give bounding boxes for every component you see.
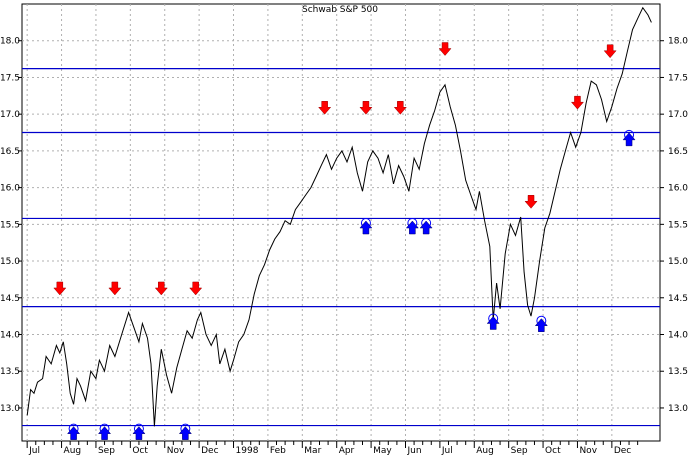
x-tick-label: Mar	[304, 446, 321, 456]
sell-arrow-icon	[108, 281, 122, 296]
y-tick-label-left: 13.0	[0, 404, 20, 414]
x-tick-label: Nov	[579, 446, 597, 456]
y-tick-label-right: 18.0	[668, 37, 688, 47]
price-line	[26, 6, 652, 427]
buy-arrow-icon	[67, 426, 81, 440]
buy-arrow-icon	[405, 220, 419, 235]
y-tick-label-right: 13.5	[668, 367, 688, 377]
x-tick-label: Apr	[339, 446, 355, 456]
x-tick-label: Feb	[270, 446, 286, 456]
x-tick-label: Oct	[545, 446, 561, 456]
y-tick-label-left: 17.0	[0, 110, 20, 120]
x-tick-label: Aug	[476, 446, 494, 456]
x-tick-label: Oct	[132, 446, 148, 456]
grid	[22, 4, 660, 441]
x-tick-label: Dec	[614, 446, 631, 456]
y-axis: 13.0 13.0 13.5 13.5 14.0 14.0 14.5 14.5 15.0 15.0…	[0, 37, 688, 414]
buy-arrow-icon	[486, 316, 500, 330]
y-tick-label-right: 14.0	[668, 331, 688, 341]
x-tick-label: 1998	[236, 446, 259, 456]
buy-arrow-icon	[419, 220, 433, 235]
y-tick-label-right: 16.0	[668, 184, 688, 194]
sell-arrow-icon	[189, 281, 203, 296]
buy-arrow-icon	[622, 132, 636, 147]
x-tick-label: Dec	[201, 446, 218, 456]
y-tick-label-left: 14.5	[0, 294, 20, 304]
price-series	[26, 6, 652, 427]
buy-arrow-icon	[98, 426, 112, 440]
x-tick-label: Nov	[167, 446, 185, 456]
sell-arrow-icon	[154, 281, 168, 296]
sell-arrow-icon	[438, 42, 452, 56]
y-tick-label-left: 16.0	[0, 184, 20, 194]
y-tick-label-right: 17.5	[668, 73, 688, 83]
x-tick-label: Jul	[441, 446, 453, 456]
y-tick-label-left: 16.5	[0, 147, 20, 157]
y-tick-label-left: 14.0	[0, 331, 20, 341]
y-tick-label-left: 13.5	[0, 367, 20, 377]
x-tick-label: Sep	[98, 446, 115, 456]
y-tick-label-right: 16.5	[668, 147, 688, 157]
x-tick-label: May	[373, 446, 392, 456]
x-tick-label: Jul	[28, 446, 40, 456]
buy-arrow-icon	[132, 426, 146, 440]
sell-arrow-icon	[524, 195, 538, 209]
sell-arrow-icon	[393, 101, 407, 115]
sell-arrow-icon	[359, 101, 373, 115]
y-tick-label-right: 13.0	[668, 404, 688, 414]
buy-arrow-icon	[534, 318, 548, 332]
y-tick-label-left: 15.0	[0, 257, 20, 267]
y-tick-label-right: 15.0	[668, 257, 688, 267]
y-tick-label-left: 17.5	[0, 73, 20, 83]
buy-arrow-icon	[359, 220, 373, 235]
y-tick-label-right: 17.0	[668, 110, 688, 120]
horizontal-levels	[22, 68, 660, 427]
x-axis: Jul Aug Sep Oct Nov Dec 1998 Feb Mar Apr May Jun Jul…	[26, 441, 639, 456]
x-tick-label: Jun	[406, 446, 421, 456]
x-tick-label: Sep	[511, 446, 528, 456]
sell-arrow-icon	[53, 281, 67, 296]
y-tick-label-left: 18.0	[0, 37, 20, 47]
sell-arrow-icon	[603, 44, 617, 59]
buy-arrow-icon	[178, 426, 192, 440]
signals	[53, 42, 636, 440]
y-tick-label-right: 14.5	[668, 294, 688, 304]
x-tick-label: Aug	[64, 446, 82, 456]
sell-arrow-icon	[570, 95, 584, 110]
plot-area	[21, 3, 661, 442]
y-tick-label-right: 15.5	[668, 220, 688, 230]
chart-title: Schwab S&P 500	[302, 5, 378, 15]
sell-arrow-icon	[318, 101, 332, 115]
y-tick-label-left: 15.5	[0, 220, 20, 230]
